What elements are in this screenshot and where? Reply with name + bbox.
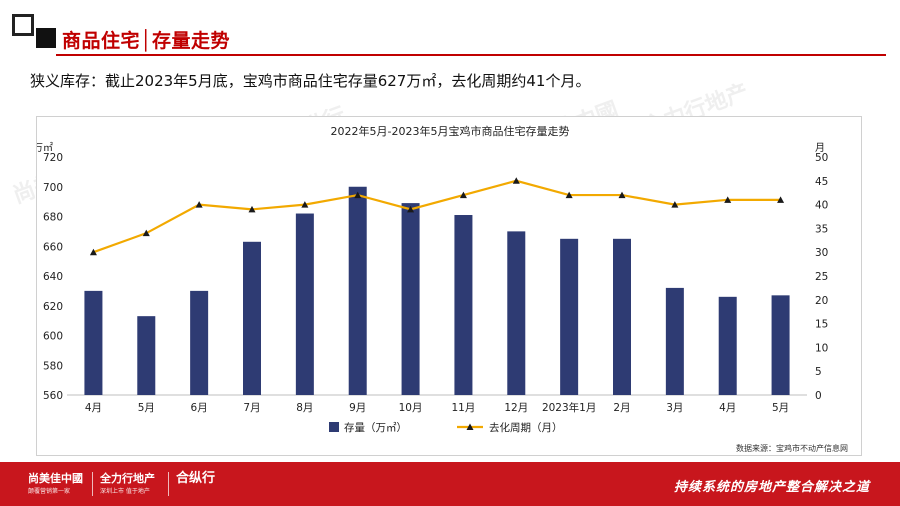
logo-name: 合纵行 bbox=[176, 471, 216, 486]
x-tick-label: 11月 bbox=[451, 402, 475, 414]
y-right-tick-label: 10 bbox=[815, 342, 828, 354]
logo-divider bbox=[92, 472, 93, 496]
bar bbox=[613, 238, 631, 395]
y-left-tick-label: 600 bbox=[43, 331, 63, 343]
x-tick-label: 7月 bbox=[243, 402, 260, 414]
bar bbox=[665, 287, 684, 395]
line-point bbox=[565, 191, 573, 199]
y-right-tick-label: 25 bbox=[815, 271, 828, 283]
line-point bbox=[724, 196, 732, 203]
x-tick-label: 5月 bbox=[138, 402, 155, 414]
x-tick-label: 8月 bbox=[296, 402, 313, 414]
x-tick-label: 4月 bbox=[719, 402, 736, 414]
x-tick-label: 2月 bbox=[613, 402, 630, 414]
y-left-tick-label: 660 bbox=[43, 241, 63, 253]
y-left-unit: 万㎡ bbox=[37, 142, 53, 154]
header-square-icon bbox=[12, 14, 34, 36]
line-point bbox=[459, 191, 467, 199]
bar bbox=[190, 290, 209, 395]
legend-line-label: 去化周期（月） bbox=[489, 421, 563, 434]
line-point bbox=[301, 201, 309, 208]
line-point bbox=[195, 201, 203, 208]
header-divider bbox=[56, 54, 886, 56]
summary-text: 狭义库存：截止2023年5月底，宝鸡市商品住宅存量627万㎡，去化周期约41个月… bbox=[30, 72, 591, 90]
y-right-tick-label: 30 bbox=[815, 247, 828, 259]
logo-name: 全力行地产 bbox=[100, 472, 155, 485]
y-left-tick-label: 620 bbox=[43, 301, 63, 313]
y-right-tick-label: 5 bbox=[815, 366, 822, 378]
bar bbox=[560, 238, 579, 395]
y-left-tick-label: 560 bbox=[43, 390, 63, 402]
y-right-tick-label: 40 bbox=[815, 200, 828, 212]
legend-bar-swatch bbox=[329, 422, 339, 432]
x-tick-label: 6月 bbox=[191, 402, 208, 414]
footer-slogan: 持续系统的房地产整合解决之道 bbox=[673, 480, 870, 495]
y-right-tick-label: 45 bbox=[815, 176, 828, 188]
line-series bbox=[93, 179, 781, 254]
line-point bbox=[142, 229, 150, 237]
y-right-tick-label: 35 bbox=[815, 223, 828, 235]
x-tick-label: 2023年1月 bbox=[542, 401, 596, 414]
legend-bar-label: 存量（万㎡） bbox=[344, 421, 407, 434]
line-point bbox=[89, 248, 97, 256]
bar bbox=[243, 241, 261, 395]
logo-name: 尚美佳中國 bbox=[28, 472, 83, 485]
bar bbox=[718, 296, 737, 395]
logo-sub: 深圳上市 值于地产 bbox=[100, 488, 150, 495]
bar bbox=[507, 231, 526, 395]
line-point bbox=[512, 177, 520, 184]
y-right-tick-label: 20 bbox=[815, 295, 828, 307]
bar bbox=[84, 290, 103, 395]
logo-quanlixing: 全力行地产 深圳上市 值于地产 bbox=[100, 472, 155, 498]
footer-bar: 尚美佳中國 颠覆营销第一家 全力行地产 深圳上市 值于地产 合纵行 持续系统的房… bbox=[0, 462, 900, 506]
x-tick-label: 4月 bbox=[85, 402, 102, 414]
y-left-tick-label: 720 bbox=[43, 152, 63, 164]
logo-sub: 颠覆营销第一家 bbox=[28, 488, 71, 495]
line-point bbox=[248, 205, 256, 213]
header-square-fill-icon bbox=[36, 28, 56, 48]
y-right-tick-label: 15 bbox=[815, 319, 828, 331]
bar bbox=[348, 186, 367, 395]
x-tick-label: 3月 bbox=[666, 402, 683, 414]
line-point bbox=[354, 191, 362, 199]
logo-shangmeijia: 尚美佳中國 颠覆营销第一家 bbox=[28, 472, 83, 498]
x-tick-label: 9月 bbox=[349, 402, 366, 414]
y-left-tick-label: 580 bbox=[43, 360, 63, 372]
bar bbox=[401, 203, 420, 395]
x-tick-label: 10月 bbox=[399, 402, 423, 414]
line-point bbox=[671, 201, 679, 208]
bar bbox=[454, 215, 473, 395]
y-left-tick-label: 680 bbox=[43, 212, 63, 224]
y-right-tick-label: 50 bbox=[815, 152, 828, 164]
chart-container: 2022年5月-2023年5月宝鸡市商品住宅存量走势 万㎡ 月 560 580 60… bbox=[36, 116, 862, 456]
data-source: 数据来源：宝鸡市不动产信息网 bbox=[736, 444, 848, 453]
chart-svg: 2022年5月-2023年5月宝鸡市商品住宅存量走势 万㎡ 月 560 580 60… bbox=[37, 124, 828, 434]
y-left-tick-label: 700 bbox=[43, 182, 63, 194]
bar bbox=[137, 316, 156, 395]
bar bbox=[771, 295, 790, 395]
line-point bbox=[618, 191, 626, 199]
y-right-unit: 月 bbox=[815, 142, 825, 154]
line-point bbox=[777, 196, 785, 203]
chart-title: 2022年5月-2023年5月宝鸡市商品住宅存量走势 bbox=[331, 124, 570, 138]
legend-line-marker bbox=[466, 423, 474, 430]
x-tick-label: 12月 bbox=[504, 402, 528, 414]
logo-hezongxing: 合纵行 bbox=[176, 472, 215, 485]
y-right-tick-label: 0 bbox=[815, 390, 822, 402]
line-point bbox=[407, 205, 415, 213]
logo-divider bbox=[168, 472, 169, 496]
bar bbox=[295, 213, 314, 395]
y-left-tick-label: 640 bbox=[43, 271, 63, 283]
x-tick-label: 5月 bbox=[772, 402, 789, 414]
page-title: 商品住宅│存量走势 bbox=[62, 30, 230, 52]
